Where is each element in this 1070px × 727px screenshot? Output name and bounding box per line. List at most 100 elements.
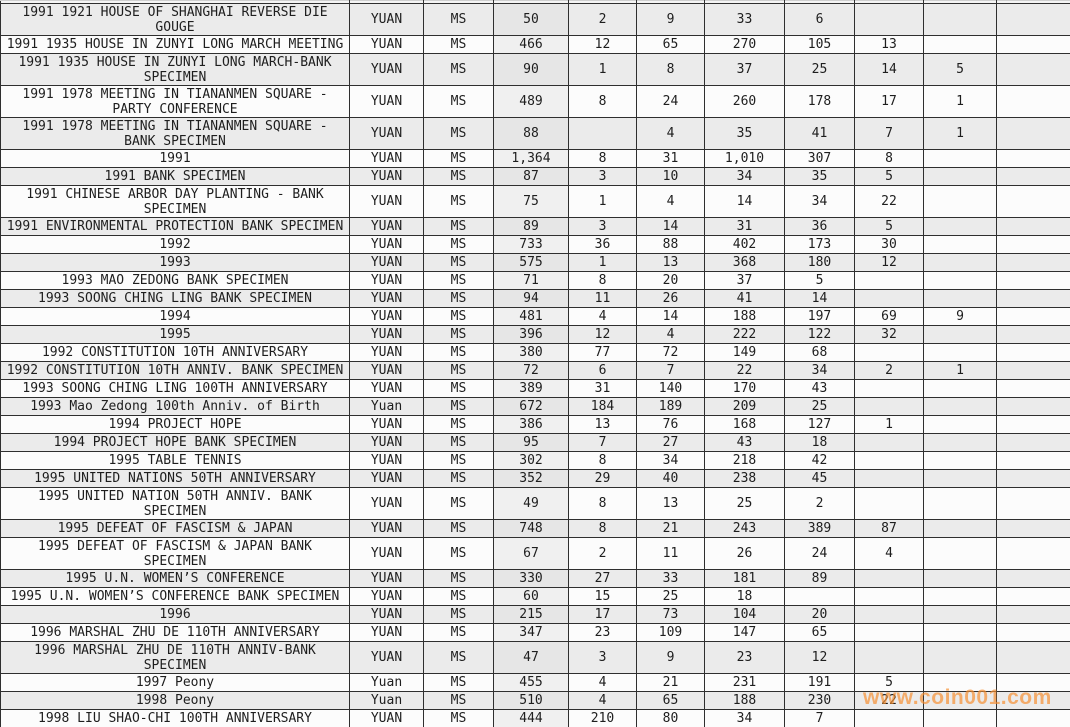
grade-count-cell: 41 [784,117,855,150]
grade-count-cell [854,487,924,520]
coin-series-link[interactable]: 1995 DEFEAT OF FASCISM & JAPAN BANK SPEC… [0,537,350,570]
grade-count-cell: 402 [704,235,785,254]
grade-count-cell [923,691,997,710]
coin-series-link[interactable]: 1995 UNITED NATION 50TH ANNIV. BANK SPEC… [0,487,350,520]
coin-series-link[interactable]: 1993 SOONG CHING LING BANK SPECIMEN [0,289,350,308]
total-count-cell: 466 [493,35,569,54]
coin-series-link[interactable]: 1992 [0,235,350,254]
grade-cell: MS [423,641,494,674]
coin-series-link[interactable]: 1996 MARSHAL ZHU DE 110TH ANNIV-BANK SPE… [0,641,350,674]
coin-series-link[interactable]: 1995 U.N. WOMEN’S CONFERENCE BANK SPECIM… [0,587,350,606]
grade-count-cell: 5 [854,217,924,236]
grade-count-cell: 34 [704,709,785,727]
grade-count-cell: 14 [854,53,924,86]
coin-series-link[interactable]: 1991 1921 HOUSE OF SHANGHAI REVERSE DIE … [0,3,350,36]
grade-count-cell: 10 [636,167,705,186]
grade-count-cell [854,569,924,588]
grade-count-cell [996,343,1070,362]
grade-count-cell: 4 [568,307,637,326]
coin-series-link[interactable]: 1995 U.N. WOMEN’S CONFERENCE [0,569,350,588]
total-count-cell: 1,364 [493,149,569,168]
grade-count-cell: 4 [568,691,637,710]
coin-series-link[interactable]: 1992 CONSTITUTION 10TH ANNIV. BANK SPECI… [0,361,350,380]
grade-count-cell [923,35,997,54]
table-row: 1991 1978 MEETING IN TIANANMEN SQUARE - … [0,117,1070,150]
grade-count-cell [923,709,997,727]
coin-series-link[interactable]: 1996 MARSHAL ZHU DE 110TH ANNIVERSARY [0,623,350,642]
grade-count-cell [996,361,1070,380]
grade-count-cell: 8 [568,487,637,520]
currency-cell: YUAN [349,35,424,54]
grade-count-cell: 40 [636,469,705,488]
grade-count-cell: 8 [568,451,637,470]
coin-series-link[interactable]: 1993 [0,253,350,272]
grade-count-cell: 65 [636,691,705,710]
grade-count-cell [996,185,1070,218]
coin-series-link[interactable]: 1993 SOONG CHING LING 100TH ANNIVERSARY [0,379,350,398]
grade-cell: MS [423,569,494,588]
grade-count-cell: 24 [636,85,705,118]
grade-count-cell: 31 [636,149,705,168]
coin-series-link[interactable]: 1997 Peony [0,673,350,692]
coin-series-link[interactable]: 1991 [0,149,350,168]
grade-count-cell: 72 [636,343,705,362]
coin-series-link[interactable]: 1995 UNITED NATIONS 50TH ANNIVERSARY [0,469,350,488]
coin-series-link[interactable]: 1998 LIU SHAO-CHI 100TH ANNIVERSARY [0,709,350,727]
coin-series-link[interactable]: 1994 [0,307,350,326]
currency-cell: YUAN [349,379,424,398]
coin-series-link[interactable]: 1994 PROJECT HOPE [0,415,350,434]
coin-series-link[interactable]: 1996 [0,605,350,624]
coin-series-link[interactable]: 1992 CONSTITUTION 10TH ANNIVERSARY [0,343,350,362]
grade-cell: MS [423,117,494,150]
total-count-cell: 88 [493,117,569,150]
grade-count-cell: 32 [854,325,924,344]
currency-cell: YUAN [349,469,424,488]
grade-count-cell: 8 [568,85,637,118]
table-row: 1994 PROJECT HOPE YUAN MS 386 13 76 168 127 1 [0,415,1070,434]
coin-series-link[interactable]: 1991 1978 MEETING IN TIANANMEN SQUARE - … [0,85,350,118]
grade-cell: MS [423,185,494,218]
grade-count-cell: 80 [636,709,705,727]
coin-series-link[interactable]: 1991 1978 MEETING IN TIANANMEN SQUARE - … [0,117,350,150]
coin-series-link[interactable]: 1993 Mao Zedong 100th Anniv. of Birth [0,397,350,416]
grade-count-cell: 104 [704,605,785,624]
grade-count-cell [854,3,924,36]
grade-count-cell: 11 [636,537,705,570]
coin-series-link[interactable]: 1991 BANK SPECIMEN [0,167,350,186]
grade-count-cell [996,519,1070,538]
coin-series-link[interactable]: 1991 1935 HOUSE IN ZUNYI LONG MARCH MEET… [0,35,350,54]
table-row: 1996 YUAN MS 215 17 73 104 20 [0,605,1070,624]
grade-count-cell: 210 [568,709,637,727]
coin-series-link[interactable]: 1998 Peony [0,691,350,710]
coin-series-link[interactable]: 1991 CHINESE ARBOR DAY PLANTING - BANK S… [0,185,350,218]
grade-count-cell: 178 [784,85,855,118]
table-row: 1997 Peony Yuan MS 455 4 21 231 191 5 [0,673,1070,692]
total-count-cell: 90 [493,53,569,86]
grade-count-cell [923,451,997,470]
grade-cell: MS [423,587,494,606]
currency-cell: YUAN [349,235,424,254]
total-count-cell: 330 [493,569,569,588]
coin-series-link[interactable]: 1994 PROJECT HOPE BANK SPECIMEN [0,433,350,452]
grade-count-cell [996,217,1070,236]
grade-count-cell [996,605,1070,624]
coin-series-link[interactable]: 1995 DEFEAT OF FASCISM & JAPAN [0,519,350,538]
coin-series-link[interactable]: 1995 TABLE TENNIS [0,451,350,470]
grade-count-cell [996,53,1070,86]
coin-series-link[interactable]: 1991 1935 HOUSE IN ZUNYI LONG MARCH-BANK… [0,53,350,86]
grade-count-cell [854,623,924,642]
grade-count-cell: 1,010 [704,149,785,168]
grade-count-cell [996,469,1070,488]
grade-count-cell: 8 [568,519,637,538]
coin-series-link[interactable]: 1995 [0,325,350,344]
grade-count-cell: 7 [854,117,924,150]
grade-cell: MS [423,487,494,520]
coin-series-link[interactable]: 1993 MAO ZEDONG BANK SPECIMEN [0,271,350,290]
grade-count-cell [923,289,997,308]
grade-count-cell: 4 [854,537,924,570]
currency-cell: YUAN [349,709,424,727]
currency-cell: YUAN [349,325,424,344]
grade-count-cell: 27 [636,433,705,452]
coin-series-link[interactable]: 1991 ENVIRONMENTAL PROTECTION BANK SPECI… [0,217,350,236]
total-count-cell: 87 [493,167,569,186]
